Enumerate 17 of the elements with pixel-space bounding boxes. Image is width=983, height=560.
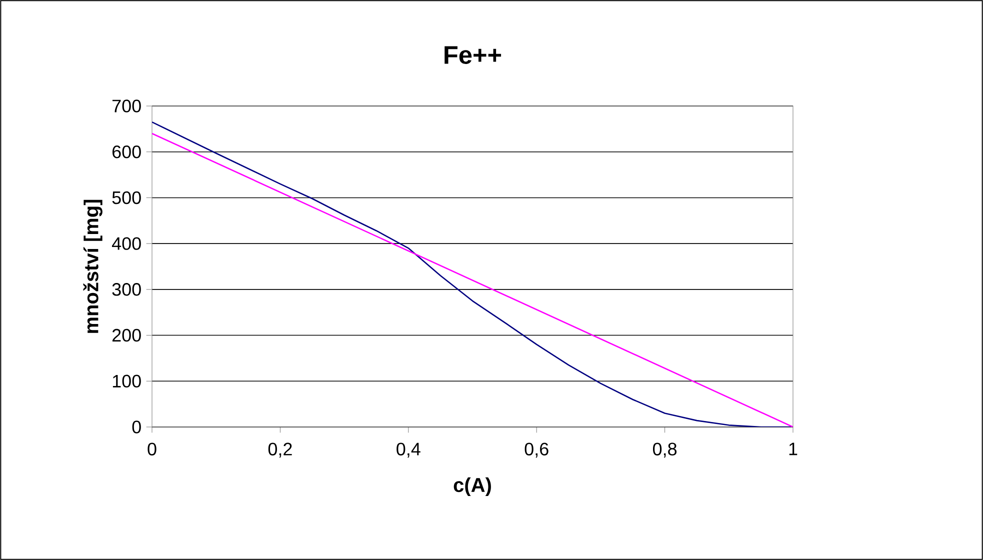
y-tick-label: 600: [112, 145, 141, 158]
y-tick-label: 200: [112, 328, 141, 342]
x-tick-label: 0,4: [396, 442, 420, 458]
x-tick-label: 0,8: [653, 442, 677, 458]
x-axis-title: c(A): [454, 477, 491, 496]
x-tick-label: 1: [789, 442, 798, 456]
y-axis-title: množství [mg]: [83, 200, 102, 333]
x-tick-label: 0: [148, 442, 156, 456]
y-tick-label: 0: [132, 420, 141, 434]
x-tick-label: 0,2: [268, 442, 292, 458]
x-tick-label: 0,6: [524, 442, 548, 458]
y-tick-label: 500: [112, 191, 141, 204]
y-tick-label: 100: [112, 374, 141, 388]
y-tick-label: 300: [112, 283, 141, 296]
y-tick-label: 700: [112, 100, 141, 112]
chart-title: Fe++: [444, 46, 502, 64]
y-tick-label: 400: [112, 237, 141, 250]
